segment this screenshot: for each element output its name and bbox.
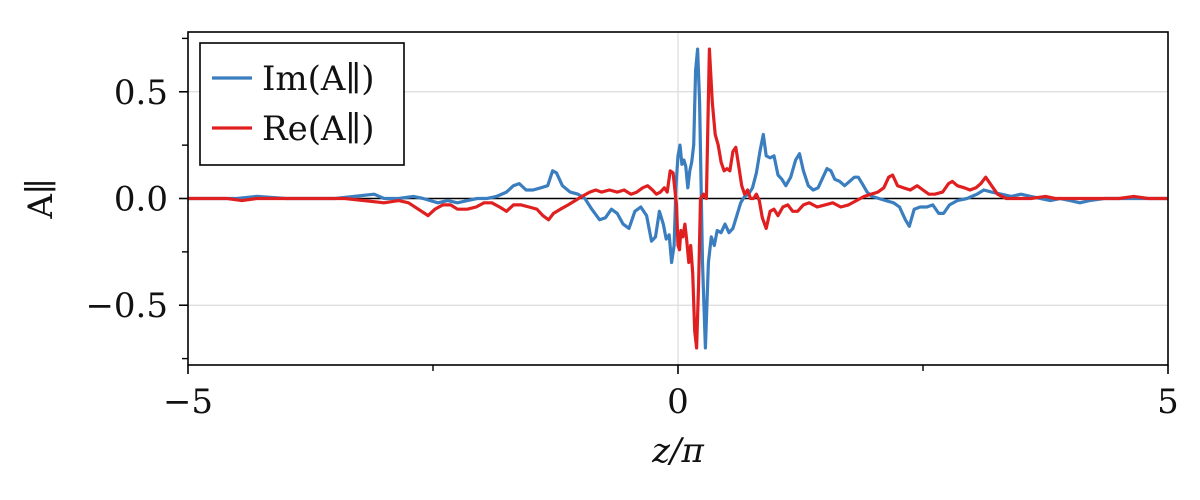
y-tick-label: 0.0 [114, 180, 168, 220]
y-axis-label: A∥ [21, 178, 61, 219]
series-layer [188, 47, 1168, 350]
y-tick-label: 0.5 [114, 73, 168, 113]
legend: Im(A∥) Re(A∥) [199, 42, 405, 166]
series-line-re [188, 47, 1168, 350]
legend-box [199, 42, 405, 166]
x-tick-label: 0 [667, 382, 689, 422]
legend-label-re: Re(A∥) [262, 109, 375, 149]
series-line-im [188, 47, 1168, 350]
legend-label-im: Im(A∥) [262, 59, 374, 99]
x-tick-label: 5 [1157, 382, 1179, 422]
y-tick-label: −0.5 [85, 286, 168, 326]
x-tick-label: −5 [163, 382, 213, 422]
axis-ticks: −5 0 5 −0.5 0.0 0.5 [85, 37, 1179, 422]
x-axis-label: z/π [651, 431, 704, 471]
